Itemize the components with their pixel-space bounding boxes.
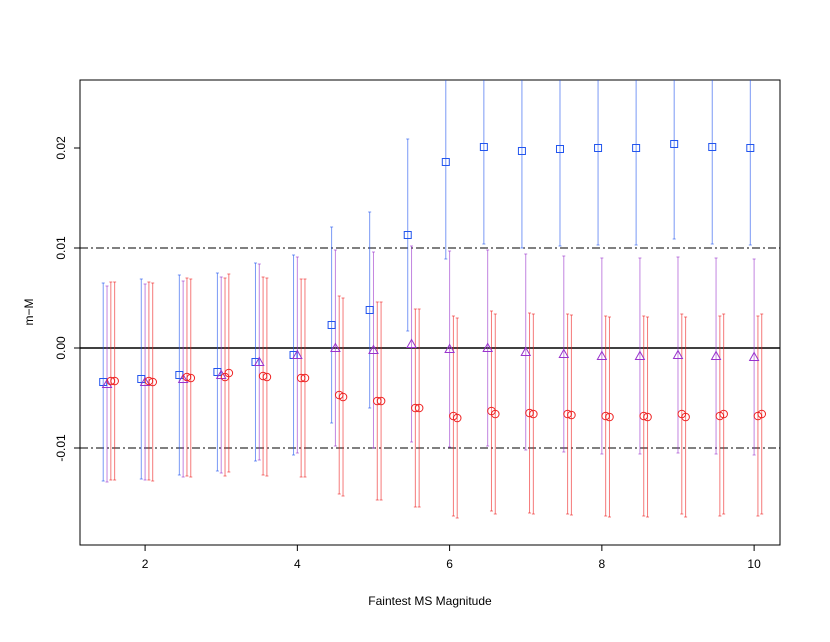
point [262, 372, 272, 382]
point [594, 144, 603, 152]
plot-frame [79, 79, 781, 546]
point [101, 378, 113, 388]
point [177, 373, 189, 383]
point [368, 344, 379, 354]
point [746, 144, 755, 152]
plot-marks [99, 80, 767, 519]
point [300, 373, 310, 383]
point [748, 351, 760, 361]
point [411, 403, 420, 413]
y-tick-label: 0.00 [54, 336, 68, 360]
x-tick-label: 4 [294, 557, 301, 571]
point [327, 321, 336, 329]
point [110, 376, 119, 386]
point [596, 350, 608, 360]
point [681, 412, 690, 422]
point [144, 376, 154, 386]
point [441, 158, 450, 166]
y-axis-label: m−M [22, 298, 36, 325]
point [719, 409, 728, 419]
point [520, 346, 532, 356]
point [372, 396, 382, 406]
point [452, 413, 462, 423]
point [639, 411, 649, 421]
point [672, 349, 684, 359]
point [634, 350, 646, 360]
point [558, 348, 570, 358]
point [525, 408, 534, 418]
x-axis-label: Faintest MS Magnitude [368, 594, 492, 608]
point [632, 144, 641, 152]
point [224, 368, 234, 378]
point [563, 409, 572, 419]
point [414, 403, 424, 413]
x-tick-label: 6 [446, 557, 453, 571]
point [406, 338, 417, 348]
point [291, 349, 303, 359]
point [555, 145, 564, 153]
point [338, 392, 348, 402]
point [567, 410, 576, 420]
point [708, 143, 717, 151]
point [253, 356, 265, 366]
point [444, 343, 455, 353]
point [710, 350, 722, 360]
point [330, 342, 341, 352]
point [365, 306, 374, 314]
point [670, 140, 679, 148]
point [186, 373, 196, 383]
y-tick-label: 0.01 [54, 236, 68, 260]
point [529, 409, 538, 419]
point [403, 231, 412, 239]
point [148, 377, 158, 387]
point [482, 342, 494, 352]
point [258, 371, 268, 381]
x-tick-label: 10 [747, 557, 761, 571]
point [643, 412, 652, 422]
point [601, 411, 610, 421]
point [490, 409, 500, 419]
point [757, 409, 767, 419]
y-tick-label: -0.01 [54, 434, 68, 462]
point [605, 412, 614, 422]
point [182, 372, 192, 382]
y-tick-label: 0.02 [54, 136, 68, 160]
point [376, 396, 386, 406]
x-tick-label: 2 [142, 557, 149, 571]
point [296, 373, 306, 383]
point [479, 143, 488, 151]
point [106, 376, 116, 386]
point [517, 147, 526, 155]
x-tick-label: 8 [599, 557, 606, 571]
point [139, 376, 151, 386]
